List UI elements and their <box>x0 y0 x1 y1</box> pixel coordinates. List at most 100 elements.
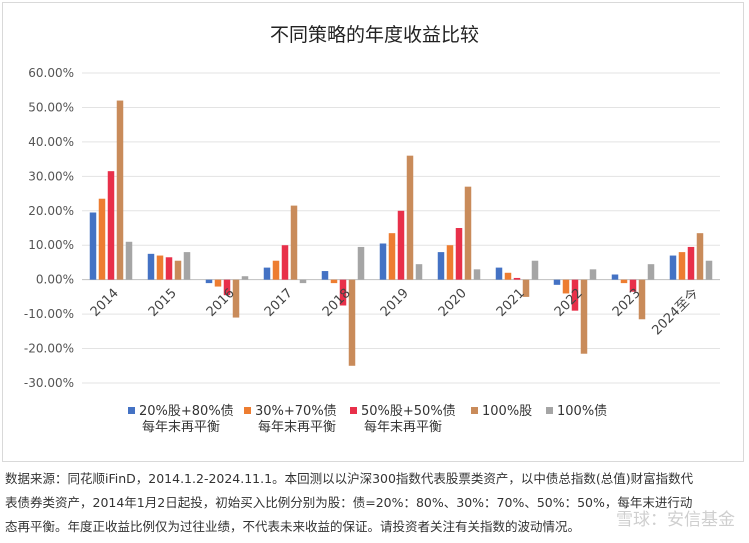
legend-label: 100%股 <box>482 404 533 419</box>
bar <box>669 255 677 280</box>
bar <box>504 272 512 280</box>
x-tick-label: 2018 <box>320 286 354 320</box>
bar <box>241 276 249 280</box>
bar <box>415 264 423 280</box>
x-tick-label: 2024至今 <box>649 285 702 338</box>
bar <box>406 155 414 280</box>
y-tick-label: 0.00% <box>36 273 74 287</box>
x-tick-label: 2023 <box>610 286 644 320</box>
chart-legend: 20%股+80%债 每年末再平衡 30%+70%债 每年末再平衡 50%股+50… <box>128 404 648 448</box>
y-tick-label: 10.00% <box>28 238 74 252</box>
bar-chart: 60.00% 50.00% 40.00% 30.00% 20.00% 10.00% 0.00… <box>24 66 720 390</box>
legend-item-100-bond: 100%债 <box>546 404 607 420</box>
bar <box>107 171 115 280</box>
y-tick-label: 40.00% <box>28 135 74 149</box>
legend-item-100-stock: 100%股 <box>471 404 532 420</box>
bar <box>165 257 173 280</box>
bar <box>571 279 579 311</box>
y-tick-label: -30.00% <box>24 376 74 390</box>
legend-label: 50%股+50%债 <box>361 404 456 419</box>
x-tick-label: 2021 <box>494 286 528 320</box>
y-tick-label: -20.00% <box>24 342 74 356</box>
bar <box>647 264 655 280</box>
x-tick-label: 2016 <box>204 286 238 320</box>
legend-sublabel: 每年末再平衡 <box>142 420 221 435</box>
bar <box>147 253 155 280</box>
x-tick-label: 2014 <box>88 286 122 320</box>
legend-label: 30%+70%债 <box>255 404 337 419</box>
bar <box>629 279 637 292</box>
bar <box>473 269 481 280</box>
legend-swatch <box>546 407 553 414</box>
y-tick-label: -10.00% <box>24 307 74 321</box>
chart-title: 不同策略的年度收益比较 <box>269 24 479 46</box>
bar <box>223 279 231 296</box>
bar <box>348 279 356 366</box>
bar <box>330 279 338 284</box>
bar <box>397 210 405 280</box>
legend-swatch <box>244 407 251 414</box>
bar <box>562 279 570 294</box>
legend-swatch <box>128 407 135 414</box>
bar <box>290 205 298 280</box>
bar <box>89 212 97 280</box>
bar <box>455 228 463 280</box>
bar <box>272 260 280 280</box>
bar <box>183 252 191 280</box>
bar <box>705 260 713 280</box>
footnote-line: 表债券类资产，2014年1月2日起投，初始买入比例分别为股：债=20%：80%、… <box>5 495 693 510</box>
bar <box>580 279 588 354</box>
x-tick-label: 2019 <box>378 286 412 320</box>
bar <box>611 274 619 280</box>
bar <box>232 279 240 318</box>
x-tick-label: 2020 <box>436 286 470 320</box>
bar <box>98 198 106 280</box>
bar <box>531 260 539 280</box>
bar <box>638 279 646 320</box>
bar <box>388 233 396 280</box>
bar <box>339 279 347 306</box>
legend-swatch <box>350 407 357 414</box>
bar <box>687 246 695 280</box>
legend-label: 100%债 <box>557 404 608 419</box>
bar <box>156 255 164 280</box>
legend-sublabel: 每年末再平衡 <box>364 420 443 435</box>
bar <box>437 252 445 280</box>
bar <box>214 279 222 287</box>
bar <box>299 279 307 284</box>
bar <box>446 245 454 280</box>
x-tick-label: 2022 <box>552 286 586 320</box>
x-tick-label: 2015 <box>146 286 180 320</box>
legend-swatch <box>471 407 478 414</box>
bar <box>589 269 597 280</box>
bar <box>116 100 124 280</box>
bar <box>522 279 530 297</box>
y-tick-label: 20.00% <box>28 204 74 218</box>
bar <box>696 233 704 280</box>
y-tick-label: 30.00% <box>28 169 74 183</box>
bar <box>357 246 365 280</box>
watermark: 雪球：安信基金 <box>616 510 735 530</box>
bar <box>620 279 628 284</box>
legend-sublabel: 每年末再平衡 <box>258 420 337 435</box>
y-tick-label: 60.00% <box>28 66 74 80</box>
bar <box>464 186 472 280</box>
y-tick-label: 50.00% <box>28 100 74 114</box>
bar <box>513 277 521 280</box>
bar <box>125 241 133 280</box>
footnote-line: 数据来源：同花顺iFinD，2014.1.2-2024.11.1。本回测以以沪深… <box>5 471 694 486</box>
footnote: 数据来源：同花顺iFinD，2014.1.2-2024.11.1。本回测以以沪深… <box>5 467 745 539</box>
legend-item-30-70: 30%+70%债 每年末再平衡 <box>244 404 337 436</box>
legend-item-20-80: 20%股+80%债 每年末再平衡 <box>128 404 234 436</box>
bar <box>678 252 686 280</box>
bar <box>281 245 289 280</box>
bar <box>495 267 503 280</box>
bar <box>205 279 213 284</box>
chart-frame <box>2 2 744 462</box>
footnote-line: 态再平衡。年度正收益比例仅为过往业绩，不代表未来收益的保证。请投资者关注有关指数… <box>5 519 581 534</box>
bar <box>553 279 561 285</box>
bar <box>321 271 329 280</box>
bar <box>263 267 271 280</box>
x-tick-label: 2017 <box>262 286 296 320</box>
bar <box>379 243 387 280</box>
